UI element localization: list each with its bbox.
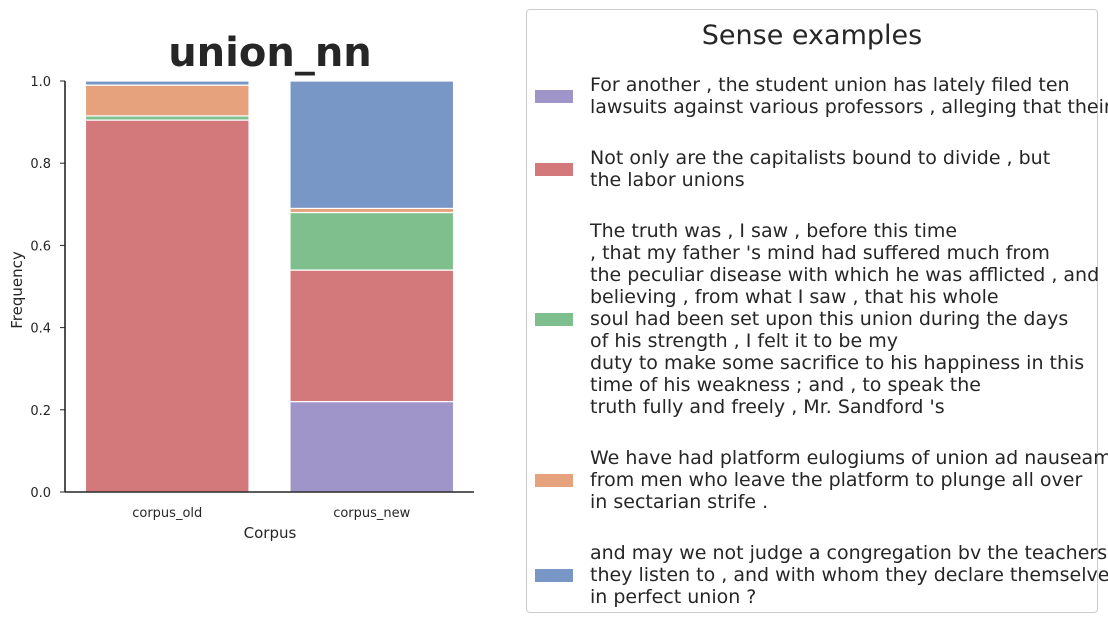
legend-entry-text: and may we not judge a congregation bv t… [590,542,1108,608]
legend-swatch [535,569,573,582]
x-tick-label: corpus_old [132,506,202,521]
y-ticks-group: 0.0 0.2 0.4 0.6 0.8 1.0 [30,75,65,501]
y-tick-label: 0.0 [30,486,51,501]
legend-entry-line: truth fully and freely , Mr. Sandford 's [590,396,945,418]
legend-entry-line: in perfect union ? [590,586,757,608]
y-tick-label: 0.8 [30,157,51,172]
legend-entry-line: the labor unions [590,169,745,191]
legend-entry-line: time of his weakness ; and , to speak th… [590,374,981,396]
legend-swatch [535,474,573,487]
legend-entry-text: The truth was , I saw , before this time… [590,220,1100,418]
bar-corpus_new-s2 [289,269,455,403]
legend-swatch [535,90,573,103]
y-tick-label: 0.2 [30,404,51,419]
legend-title: Sense examples [701,20,923,51]
legend-entry-line: the peculiar disease with which he was a… [590,264,1100,286]
legend: Sense examples For another , the student… [526,9,1108,613]
bar-corpus_new-s1 [289,400,455,493]
bar-corpus_new-s3 [289,211,455,271]
bar-corpus_old-s2 [84,119,250,493]
legend-entry-line: duty to make some sacrifice to his happi… [590,352,1085,374]
bars-group [84,80,455,493]
bar-corpus_old-s4 [84,84,250,117]
bar-corpus_old-s5 [84,80,250,86]
legend-entry-line: in sectarian strife . [590,491,769,513]
legend-entry-line: Not only are the capitalists bound to di… [590,147,1051,169]
y-tick-label: 0.6 [30,239,51,254]
legend-entry-text: For another , the student union has late… [590,74,1108,118]
legend-entry-line: We have had platform eulogiums of union … [590,447,1108,469]
legend-entry-line: and may we not judge a congregation bv t… [590,542,1108,564]
legend-entry-line: from men who leave the platform to plung… [590,469,1083,491]
legend-entry-line: The truth was , I saw , before this time [590,220,958,242]
legend-entry-text: We have had platform eulogiums of union … [590,447,1108,513]
chart-title: union_nn [168,30,372,76]
legend-entry-text: Not only are the capitalists bound to di… [590,147,1093,191]
x-axis-label: Corpus [244,524,297,542]
legend-entry-line: believing , from what I saw , that his w… [590,286,999,308]
legend-entry-line: they listen to , and with whom they decl… [590,564,1108,586]
legend-swatch [535,313,573,326]
legend-entry-line: of his strength , I felt it to be my [590,330,898,352]
y-tick-label: 1.0 [30,75,51,90]
y-tick-label: 0.4 [30,322,51,337]
x-tick-label: corpus_new [333,506,410,521]
legend-entry-line: lawsuits against various professors , al… [590,96,1108,118]
y-axis-label: Frequency [8,251,26,329]
bar-corpus_new-s5 [289,80,455,210]
legend-entry-line: soul had been set upon this union during… [590,308,1069,330]
bar-corpus_old-s3 [84,115,250,121]
chart: union_nn 0.00.20.40.60.81.0 corpus_old co… [8,30,474,542]
legend-entry-line: For another , the student union has late… [590,74,1070,96]
bar-corpus_new-s4 [289,207,455,214]
x-ticks-group: corpus_old corpus_new [132,506,410,521]
legend-swatch [535,163,573,176]
legend-entry-line: , that my father 's mind had suffered mu… [590,242,1050,264]
